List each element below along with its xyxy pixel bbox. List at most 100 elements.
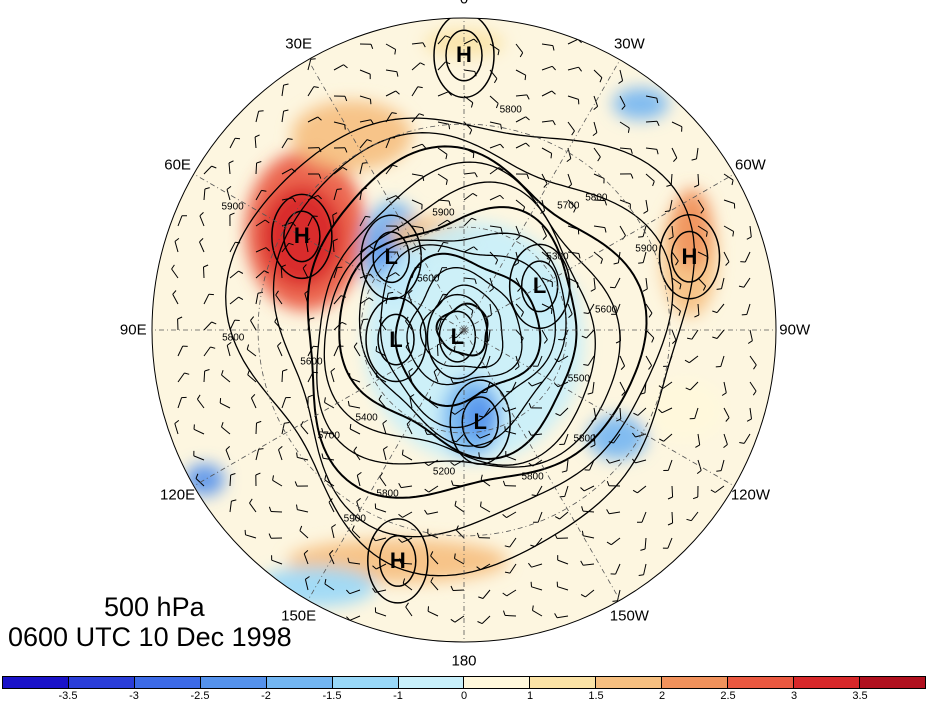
wind-barb-flag xyxy=(613,262,619,265)
wind-barb-flag xyxy=(422,175,425,181)
wind-barb-flag xyxy=(299,525,303,531)
wind-barb-flag xyxy=(489,288,494,292)
wind-barb xyxy=(645,120,658,123)
wind-barb-flag xyxy=(451,480,454,486)
wind-barb xyxy=(613,433,621,444)
wind-barb-flag xyxy=(382,420,388,424)
wind-barb-flag xyxy=(395,272,400,277)
wind-barb xyxy=(203,321,212,331)
wind-barb-flag xyxy=(630,148,633,154)
wind-barb xyxy=(430,555,439,565)
wind-barb-flag xyxy=(618,80,623,84)
wind-barb xyxy=(463,69,475,72)
wind-barb xyxy=(304,293,309,305)
wind-barb xyxy=(454,350,465,357)
wind-barb xyxy=(532,459,543,467)
wind-barb-flag xyxy=(656,120,660,127)
wind-barb xyxy=(645,277,648,289)
wind-barb xyxy=(489,251,498,261)
wind-barb-flag xyxy=(341,321,347,325)
wind-barb-flag xyxy=(305,576,310,580)
wind-barb xyxy=(172,294,179,305)
wind-barb-flag xyxy=(528,430,532,436)
closed-contour xyxy=(360,214,422,300)
wind-barb xyxy=(278,449,283,461)
wind-barb-flag xyxy=(419,113,425,116)
wind-barb xyxy=(437,173,448,181)
wind-barb xyxy=(644,381,647,393)
wind-barb-flag xyxy=(451,439,457,443)
wind-barb xyxy=(359,189,363,201)
wind-barb-flag xyxy=(405,342,410,348)
wind-barb xyxy=(567,173,573,185)
high-center-label: H xyxy=(681,243,698,269)
wind-barb-flag xyxy=(590,288,596,292)
wind-barb-flag xyxy=(409,394,415,398)
wind-barb-flag xyxy=(353,342,358,347)
wind-barb-flag xyxy=(656,98,659,104)
wind-barb xyxy=(375,350,387,357)
wind-barb-flag xyxy=(174,238,180,242)
wind-barb-flag xyxy=(347,400,350,406)
low-center-label: L xyxy=(384,244,398,270)
wind-barb-flag xyxy=(257,291,263,294)
wind-barb xyxy=(349,405,361,409)
wind-barb xyxy=(411,173,423,177)
wind-barb xyxy=(307,346,314,357)
wind-barb-flag xyxy=(587,392,593,395)
wind-barb-flag xyxy=(391,112,397,114)
wind-barb xyxy=(428,485,439,493)
wind-barb xyxy=(454,558,465,565)
wind-barb xyxy=(228,162,231,175)
wind-barb xyxy=(504,614,517,617)
wind-barb-flag xyxy=(499,143,504,149)
wind-barb xyxy=(359,95,371,100)
wind-barb xyxy=(177,397,183,409)
wind-barb xyxy=(671,303,681,312)
wind-barb-flag xyxy=(211,165,217,169)
wind-barb xyxy=(330,371,335,383)
wind-barb-flag xyxy=(615,340,621,344)
wind-barb-flag xyxy=(430,577,434,582)
graticule xyxy=(152,18,776,642)
meridian-line xyxy=(463,329,621,601)
wind-barb-flag xyxy=(616,418,622,422)
wind-barb-flag xyxy=(309,317,315,320)
wind-barb-flag xyxy=(331,524,336,528)
closed-contour xyxy=(271,193,333,280)
wind-barb xyxy=(532,609,543,617)
wind-barb xyxy=(385,137,391,149)
wind-barb xyxy=(489,194,501,201)
meridian-line xyxy=(463,173,735,331)
wind-barb-flag xyxy=(278,446,283,450)
wind-barb xyxy=(557,381,569,388)
wind-barb xyxy=(221,374,231,383)
wind-barb xyxy=(558,355,569,363)
wind-barb xyxy=(566,459,569,471)
wind-barb-flag xyxy=(356,498,361,502)
wind-barb xyxy=(333,321,343,331)
wind-barb xyxy=(349,562,361,565)
meridian-line xyxy=(307,329,465,601)
wind-barb xyxy=(333,166,344,175)
wind-barb-flag xyxy=(291,168,296,173)
wind-barb-flag xyxy=(258,110,264,112)
wind-barb xyxy=(255,270,265,279)
wind-barb xyxy=(670,173,673,186)
wind-barb xyxy=(349,377,361,383)
wind-barb xyxy=(400,562,413,565)
closed-contour xyxy=(283,210,321,263)
wind-barb xyxy=(255,293,259,305)
wind-barb xyxy=(229,501,232,513)
wind-barb-flag xyxy=(604,227,607,233)
wind-barb xyxy=(531,433,543,436)
wind-barb xyxy=(428,459,439,467)
wind-barb-flag xyxy=(478,452,480,458)
wind-barb xyxy=(281,168,292,175)
wind-barb-flag xyxy=(283,83,289,86)
wind-barb-flag xyxy=(528,382,533,387)
wind-barb xyxy=(333,64,344,71)
wind-barb xyxy=(489,167,500,175)
wind-barb xyxy=(645,173,655,182)
wind-barb xyxy=(541,147,552,154)
